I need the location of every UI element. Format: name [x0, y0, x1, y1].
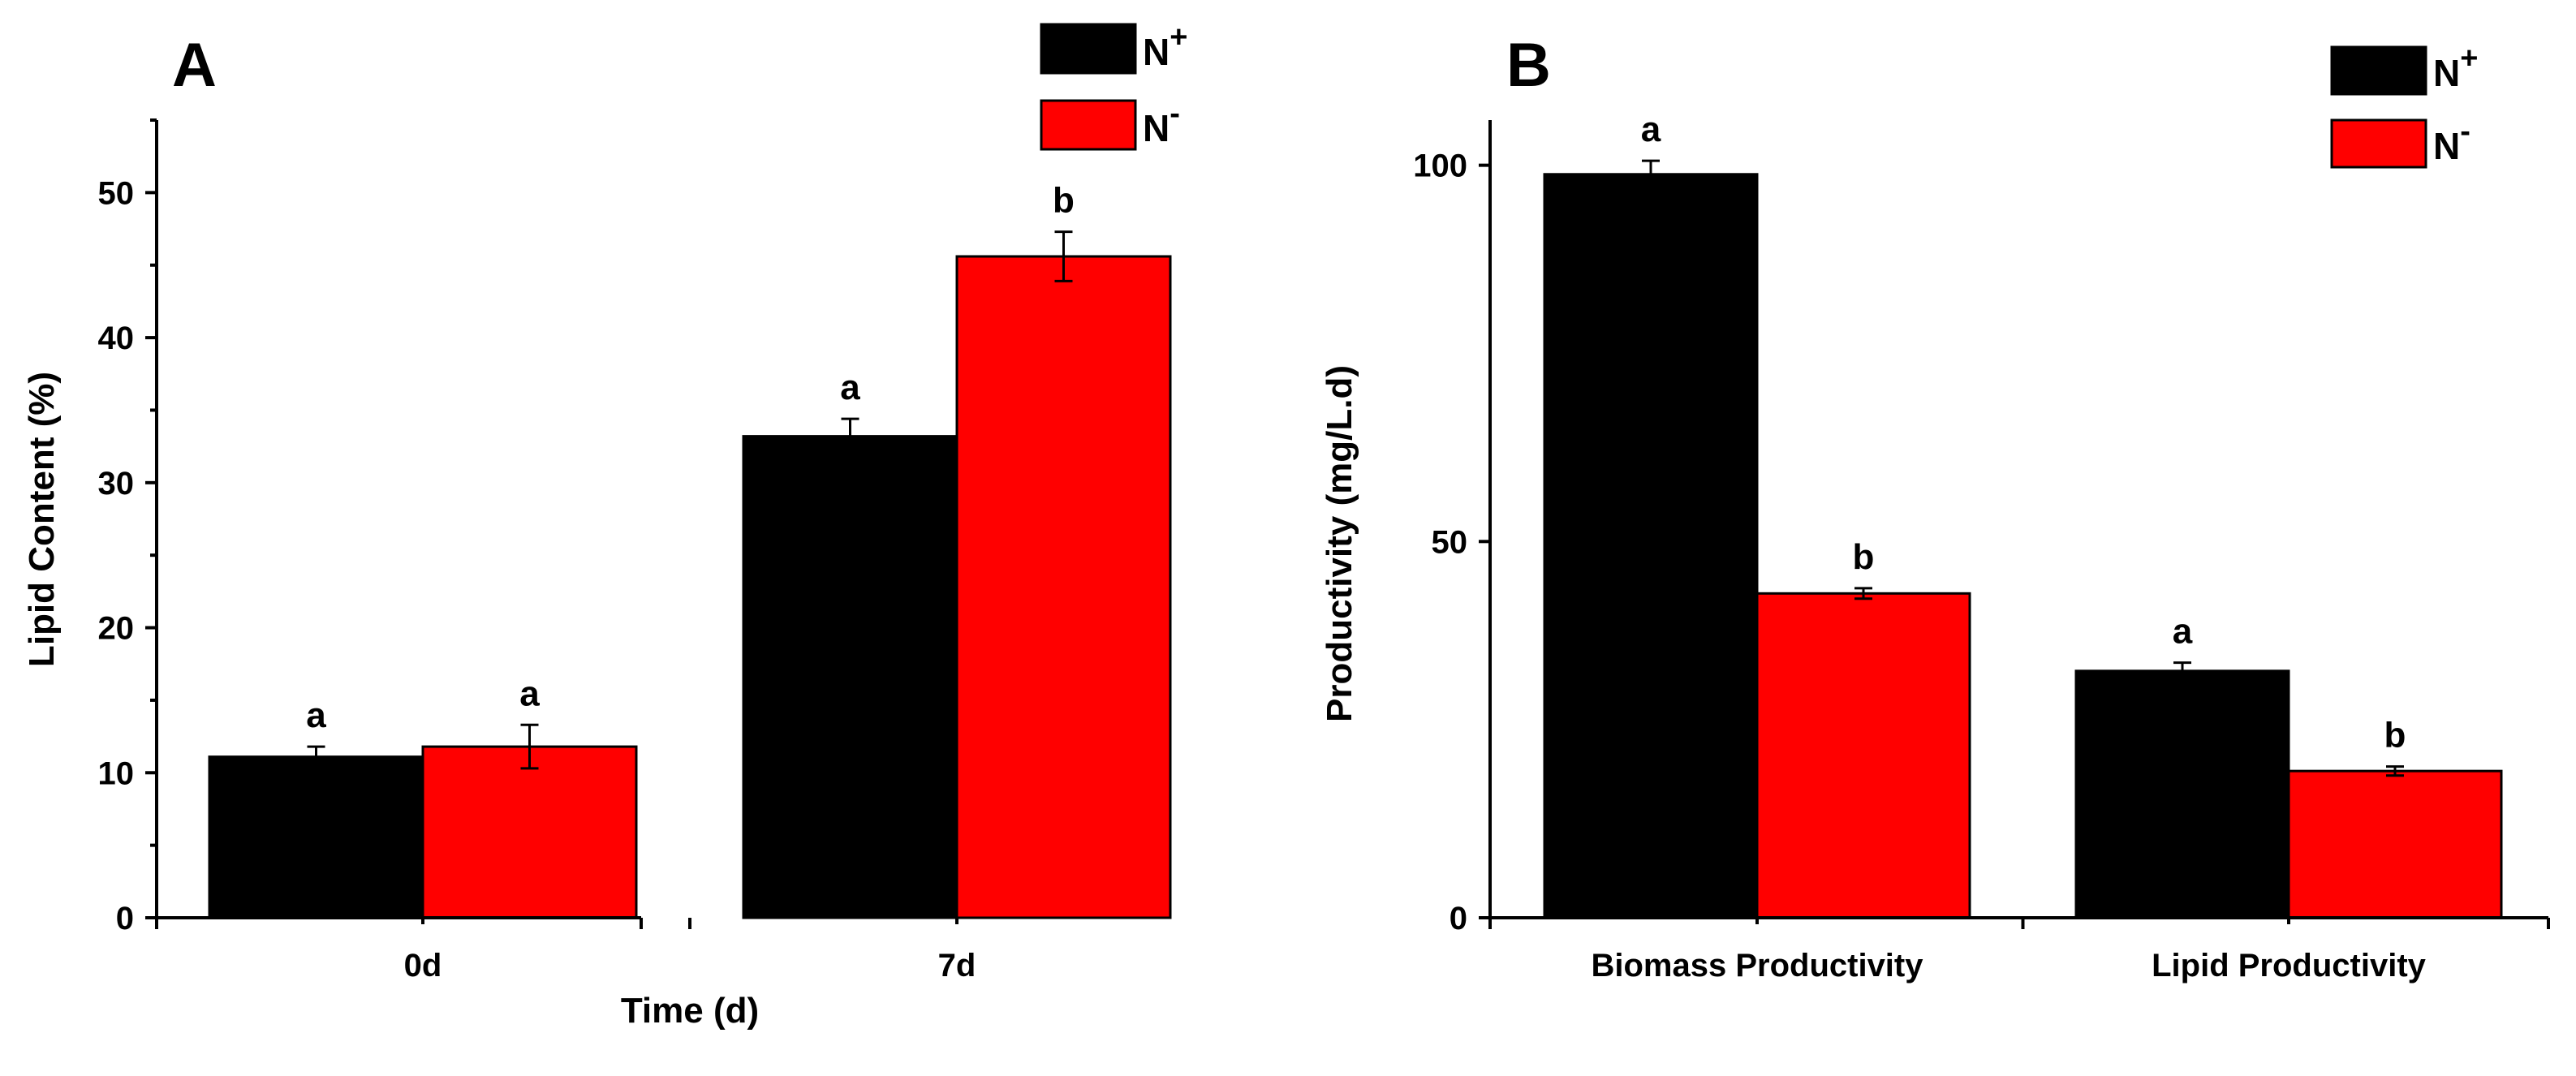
significance-label: a: [1641, 110, 1661, 149]
y-tick-label: 50: [98, 175, 135, 211]
y-tick-label: 40: [98, 321, 135, 356]
bar-nminus-0d: [421, 745, 638, 919]
panel-label: A: [172, 31, 217, 100]
y-axis-title: Lipid Content (%): [22, 372, 62, 667]
bar-nminus-lipid-productivity: [2287, 769, 2503, 919]
legend-swatch: [1040, 23, 1137, 75]
legend-swatch: [2330, 45, 2427, 96]
significance-label: b: [2384, 716, 2406, 755]
x-tick-label: 0d: [404, 948, 442, 983]
panel-label: B: [1506, 31, 1551, 100]
bar-nplus-7d: [742, 435, 958, 919]
x-tick-label: 7d: [938, 948, 976, 983]
x-tick-label: Biomass Productivity: [1591, 948, 1923, 983]
legend-swatch: [1040, 99, 1137, 151]
y-tick-label: 30: [98, 466, 135, 501]
bar-nplus-0d: [208, 755, 424, 919]
y-axis-title: Productivity (mg/L.d): [1320, 365, 1359, 722]
bar-nminus-7d: [955, 255, 1172, 919]
significance-label: a: [840, 368, 860, 407]
panel-b-chart: a a b b 0 50 100 Biomass Productivity Lipid Prod…: [1320, 31, 2550, 983]
bar-nplus-lipid-productivity: [2074, 669, 2290, 919]
x-axis-title: Time (d): [621, 991, 759, 1031]
significance-label: a: [519, 674, 540, 713]
bar-nminus-biomass-productivity: [1755, 592, 1971, 919]
legend-swatch: [2330, 118, 2427, 169]
legend-label: N+: [1143, 20, 1187, 73]
y-tick-label: 100: [1413, 148, 1467, 184]
y-tick-label: 10: [98, 755, 135, 791]
y-tick-label: 20: [98, 611, 135, 647]
significance-label: a: [2173, 612, 2193, 652]
y-tick-label: 0: [116, 901, 134, 936]
bar-nplus-biomass-productivity: [1543, 173, 1759, 919]
legend-label: N+: [2433, 41, 2478, 94]
y-tick-label: 50: [1432, 524, 1468, 560]
significance-label: b: [1053, 181, 1075, 221]
x-tick-label: Lipid Productivity: [2152, 948, 2427, 983]
significance-label: a: [306, 695, 326, 735]
legend-label: N-: [1143, 97, 1180, 149]
y-tick-label: 0: [1450, 901, 1467, 936]
significance-label: b: [1853, 537, 1875, 577]
panel-a-chart: a a a b 0 10 20 30 40 50 0d 7d Lipid Content (%) Time…: [22, 20, 1187, 1031]
legend-label: N-: [2433, 114, 2470, 167]
